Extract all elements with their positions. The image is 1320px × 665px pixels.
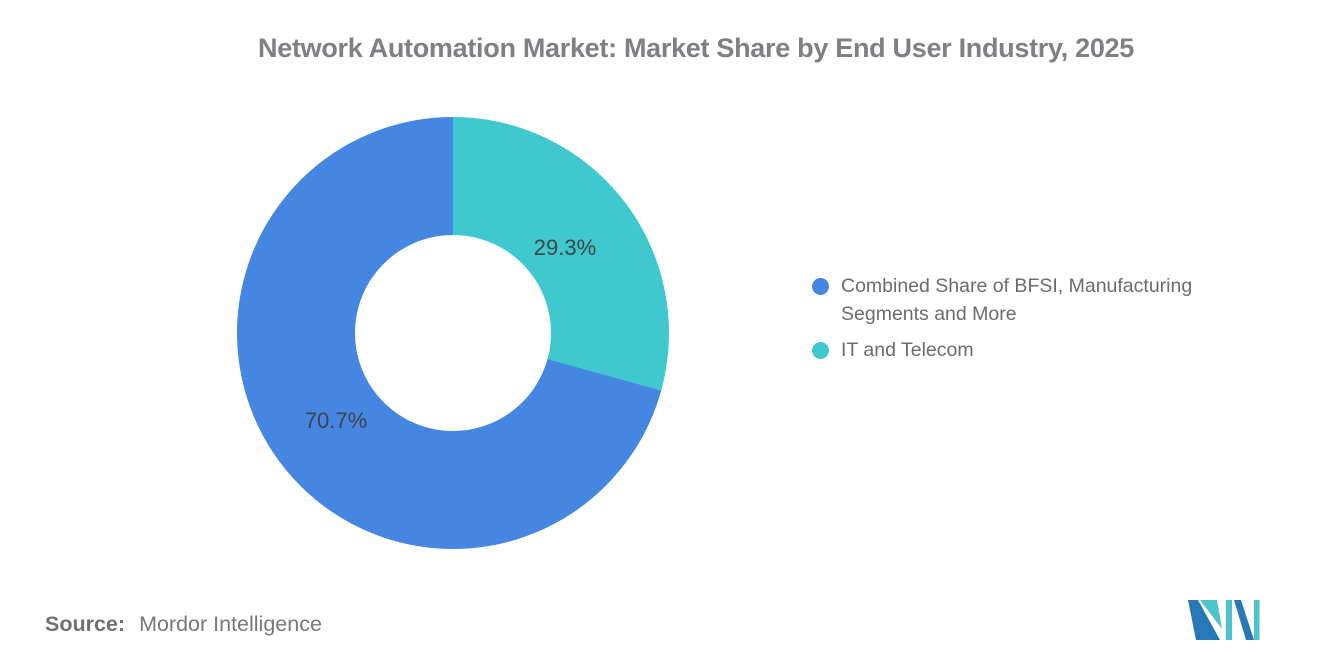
- donut-hole: [355, 235, 551, 431]
- logo-left-blue-band: [1188, 600, 1220, 640]
- legend-label: Combined Share of BFSI, Manufacturing Se…: [841, 275, 1193, 325]
- legend-item-it-telecom[interactable]: IT and Telecom: [812, 336, 1252, 364]
- chart-legend: Combined Share of BFSI, Manufacturing Se…: [812, 272, 1252, 364]
- legend-label: IT and Telecom: [841, 339, 974, 361]
- logo-right-blue-band: [1234, 600, 1254, 640]
- chart-title: Network Automation Market: Market Share …: [258, 33, 1134, 63]
- slice-label-combined-share: 70.7%: [304, 408, 368, 433]
- legend-dot-teal-icon: [812, 342, 829, 359]
- slice-label-it-telecom: 29.3%: [533, 235, 597, 260]
- logo-teal-triangle: [1200, 600, 1222, 629]
- donut-chart: 70.7% 29.3%: [237, 117, 669, 549]
- legend-dot-blue-icon: [812, 278, 829, 295]
- source-label: Source:: [45, 612, 126, 636]
- logo-teal-bar-left: [1226, 600, 1232, 640]
- mordor-intelligence-logo-icon: [1188, 600, 1260, 640]
- legend-item-combined-share[interactable]: Combined Share of BFSI, Manufacturing Se…: [812, 272, 1252, 328]
- source-line: Source: Mordor Intelligence: [45, 612, 322, 637]
- logo-teal-bar-right: [1254, 600, 1260, 640]
- source-value: Mordor Intelligence: [139, 612, 322, 636]
